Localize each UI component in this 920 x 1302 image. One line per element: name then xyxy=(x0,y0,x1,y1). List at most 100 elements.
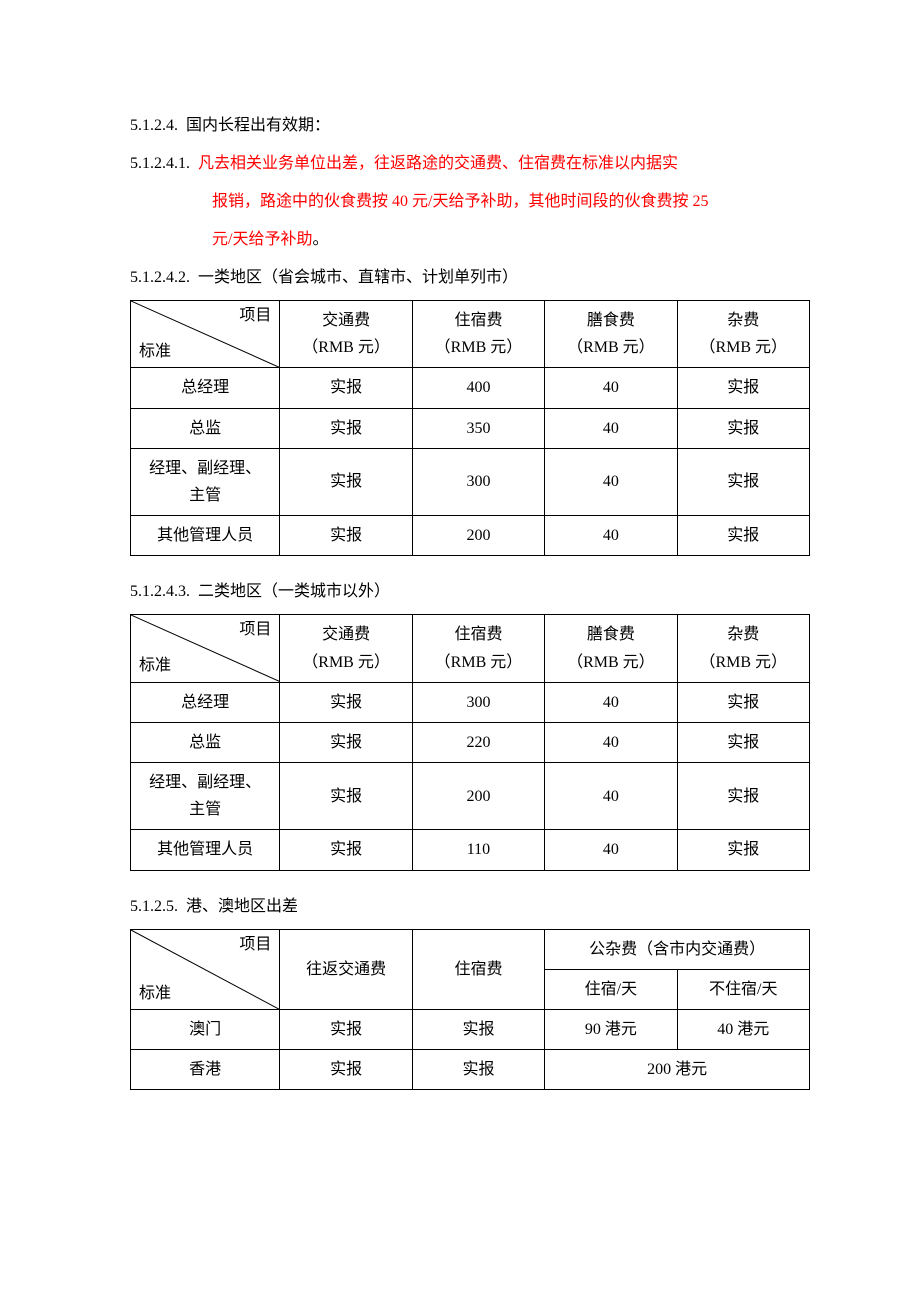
heading-text: 二类地区（一类城市以外） xyxy=(198,583,390,600)
row-label: 其他管理人员 xyxy=(131,516,280,556)
cell: 40 xyxy=(545,682,677,722)
para-512241-cont2: 元/天给予补助。 xyxy=(130,224,810,256)
document-page: 5.1.2.4. 国内长程出有效期： 5.1.2.4.1. 凡去相关业务单位出差… xyxy=(0,0,920,1302)
header-bot-label: 标准 xyxy=(139,655,171,677)
heading-text: 国内长程出有效期： xyxy=(186,117,330,134)
heading-number: 5.1.2.4.3. xyxy=(130,583,190,600)
heading-number: 5.1.2.4. xyxy=(130,117,178,134)
col-header-top: 交通费 xyxy=(322,312,370,329)
col-header: 杂费 （RMB 元） xyxy=(677,301,809,368)
heading-text: 港、澳地区出差 xyxy=(186,898,298,915)
table-row: 其他管理人员 实报 200 40 实报 xyxy=(131,516,810,556)
heading-text: 一类地区（省会城市、直辖市、计划单列市） xyxy=(198,269,518,286)
cell: 实报 xyxy=(280,368,412,408)
header-bot-label: 标准 xyxy=(139,341,171,363)
table-header-row: 项目 标准 交通费 （RMB 元） 住宿费 （RMB 元） 膳食费 （RMB 元… xyxy=(131,301,810,368)
heading-512243: 5.1.2.4.3. 二类地区（一类城市以外） xyxy=(130,576,810,608)
heading-number: 5.1.2.4.2. xyxy=(130,269,190,286)
col-header-bot: （RMB 元） xyxy=(699,339,787,356)
col-header-top: 杂费 xyxy=(727,312,759,329)
para-text-line3-tail: 。 xyxy=(312,231,328,248)
row-label: 总监 xyxy=(131,722,280,762)
cell: 40 xyxy=(545,516,677,556)
table-header-row-1: 项目 标准 往返交通费 住宿费 公杂费（含市内交通费） xyxy=(131,929,810,969)
row-label: 总监 xyxy=(131,408,280,448)
row-label: 香港 xyxy=(131,1050,280,1090)
cell: 实报 xyxy=(280,830,412,870)
header-top-label: 项目 xyxy=(239,619,271,641)
cell: 实报 xyxy=(677,448,809,515)
cell: 实报 xyxy=(677,408,809,448)
cell: 实报 xyxy=(677,682,809,722)
table-row: 经理、副经理、 主管 实报 300 40 实报 xyxy=(131,448,810,515)
header-bot-label: 标准 xyxy=(139,983,171,1005)
diagonal-header-cell: 项目 标准 xyxy=(131,301,280,368)
header-top-label: 项目 xyxy=(239,934,271,956)
row-label-line2: 主管 xyxy=(189,801,221,818)
cell: 300 xyxy=(412,682,544,722)
cell: 200 xyxy=(412,516,544,556)
table-region-b: 项目 标准 交通费 （RMB 元） 住宿费 （RMB 元） 膳食费 （RMB 元… xyxy=(130,614,810,870)
cell: 实报 xyxy=(280,516,412,556)
cell: 实报 xyxy=(280,722,412,762)
para-number: 5.1.2.4.1. xyxy=(130,155,190,172)
cell: 实报 xyxy=(677,368,809,408)
cell: 实报 xyxy=(412,1010,544,1050)
table-row: 总监 实报 220 40 实报 xyxy=(131,722,810,762)
heading-512242: 5.1.2.4.2. 一类地区（省会城市、直辖市、计划单列市） xyxy=(130,262,810,294)
para-text-line3: 元/天给予补助 xyxy=(212,231,312,248)
cell: 40 xyxy=(545,368,677,408)
cell: 实报 xyxy=(677,516,809,556)
col-subheader: 不住宿/天 xyxy=(677,969,809,1009)
col-header-top: 住宿费 xyxy=(454,626,502,643)
heading-51224: 5.1.2.4. 国内长程出有效期： xyxy=(130,110,810,142)
para-512241: 5.1.2.4.1. 凡去相关业务单位出差，往返路途的交通费、住宿费在标准以内据… xyxy=(130,148,810,180)
row-label-line2: 主管 xyxy=(189,487,221,504)
col-header-bot: （RMB 元） xyxy=(302,339,390,356)
col-header: 杂费 （RMB 元） xyxy=(677,615,809,682)
para-512241-cont1: 报销，路途中的伙食费按 40 元/天给予补助，其他时间段的伙食费按 25 xyxy=(130,186,810,218)
cell: 40 xyxy=(545,722,677,762)
col-header-top: 膳食费 xyxy=(587,312,635,329)
diagonal-header-cell: 项目 标准 xyxy=(131,615,280,682)
cell: 实报 xyxy=(280,1050,412,1090)
cell: 实报 xyxy=(412,1050,544,1090)
table-row: 香港 实报 实报 200 港元 xyxy=(131,1050,810,1090)
para-text-line1: 凡去相关业务单位出差，往返路途的交通费、住宿费在标准以内据实 xyxy=(198,155,678,172)
col-header-top: 交通费 xyxy=(322,626,370,643)
table-row: 其他管理人员 实报 110 40 实报 xyxy=(131,830,810,870)
cell: 40 xyxy=(545,830,677,870)
col-header-merged: 公杂费（含市内交通费） xyxy=(545,929,810,969)
col-header: 膳食费 （RMB 元） xyxy=(545,301,677,368)
cell: 实报 xyxy=(280,682,412,722)
col-subheader: 住宿/天 xyxy=(545,969,677,1009)
col-header-bot: （RMB 元） xyxy=(435,339,523,356)
col-header-bot: （RMB 元） xyxy=(567,339,655,356)
cell: 实报 xyxy=(677,763,809,830)
table-row: 总监 实报 350 40 实报 xyxy=(131,408,810,448)
col-header-bot: （RMB 元） xyxy=(435,654,523,671)
header-top-label: 项目 xyxy=(239,305,271,327)
cell: 90 港元 xyxy=(545,1010,677,1050)
col-header-top: 膳食费 xyxy=(587,626,635,643)
cell: 实报 xyxy=(280,408,412,448)
col-header-bot: （RMB 元） xyxy=(699,654,787,671)
table-hk-macau: 项目 标准 往返交通费 住宿费 公杂费（含市内交通费） 住宿/天 不住宿/天 澳… xyxy=(130,929,810,1091)
cell: 300 xyxy=(412,448,544,515)
cell: 40 xyxy=(545,448,677,515)
cell: 220 xyxy=(412,722,544,762)
col-header: 交通费 （RMB 元） xyxy=(280,615,412,682)
row-label: 澳门 xyxy=(131,1010,280,1050)
col-header-bot: （RMB 元） xyxy=(302,654,390,671)
col-header: 住宿费 （RMB 元） xyxy=(412,301,544,368)
cell: 350 xyxy=(412,408,544,448)
col-header-top: 杂费 xyxy=(727,626,759,643)
cell: 实报 xyxy=(280,763,412,830)
table-row: 总经理 实报 400 40 实报 xyxy=(131,368,810,408)
row-label: 总经理 xyxy=(131,682,280,722)
col-header-bot: （RMB 元） xyxy=(567,654,655,671)
table-region-a: 项目 标准 交通费 （RMB 元） 住宿费 （RMB 元） 膳食费 （RMB 元… xyxy=(130,300,810,556)
row-label: 经理、副经理、 主管 xyxy=(131,763,280,830)
row-label: 经理、副经理、 主管 xyxy=(131,448,280,515)
col-header: 住宿费 （RMB 元） xyxy=(412,615,544,682)
